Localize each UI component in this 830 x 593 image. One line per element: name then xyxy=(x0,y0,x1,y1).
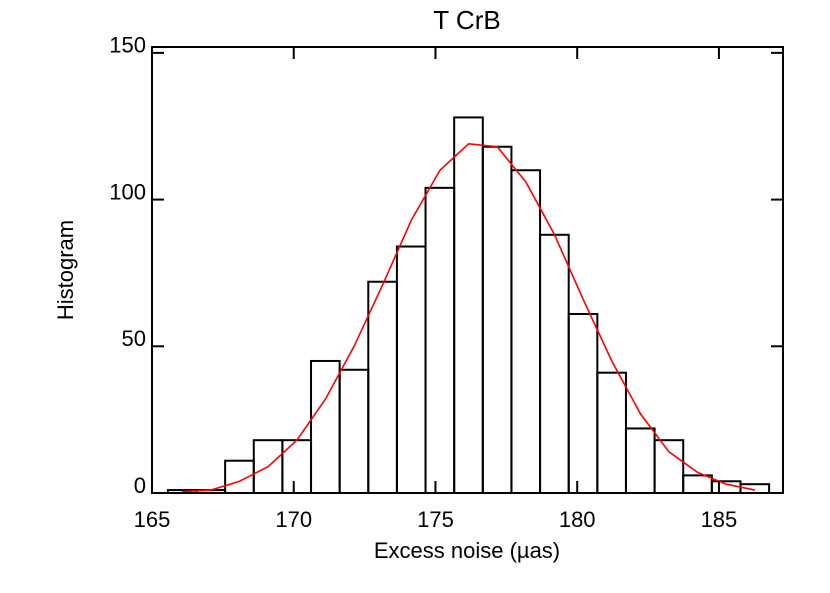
bar xyxy=(596,371,627,494)
x-axis-label: Excess noise (µas) xyxy=(374,538,560,563)
x-tick-label: 185 xyxy=(701,507,738,532)
y-axis-label: Histogram xyxy=(53,220,78,320)
chart-title: T CrB xyxy=(433,5,500,35)
bar xyxy=(567,313,599,494)
x-tick-label: 170 xyxy=(275,507,312,532)
y-tick-label: 100 xyxy=(109,179,146,204)
bar xyxy=(367,280,398,494)
x-tick-label: 175 xyxy=(417,507,454,532)
plot-frame xyxy=(151,46,784,494)
bar xyxy=(710,480,742,494)
bar xyxy=(624,427,656,494)
bar xyxy=(653,439,685,494)
bar xyxy=(338,368,370,494)
y-tick-label: 50 xyxy=(122,326,146,351)
y-tick-label: 0 xyxy=(134,473,146,498)
bar xyxy=(539,233,570,495)
x-tick-label: 180 xyxy=(559,507,596,532)
bar xyxy=(395,245,427,494)
x-tick-label: 165 xyxy=(134,507,171,532)
y-tick-label: 150 xyxy=(109,33,146,58)
bar xyxy=(453,116,484,494)
bar xyxy=(510,169,542,494)
bar xyxy=(424,186,456,494)
bar xyxy=(281,439,313,494)
fit-curve xyxy=(182,142,756,493)
bar xyxy=(682,474,713,495)
bar xyxy=(481,145,513,494)
